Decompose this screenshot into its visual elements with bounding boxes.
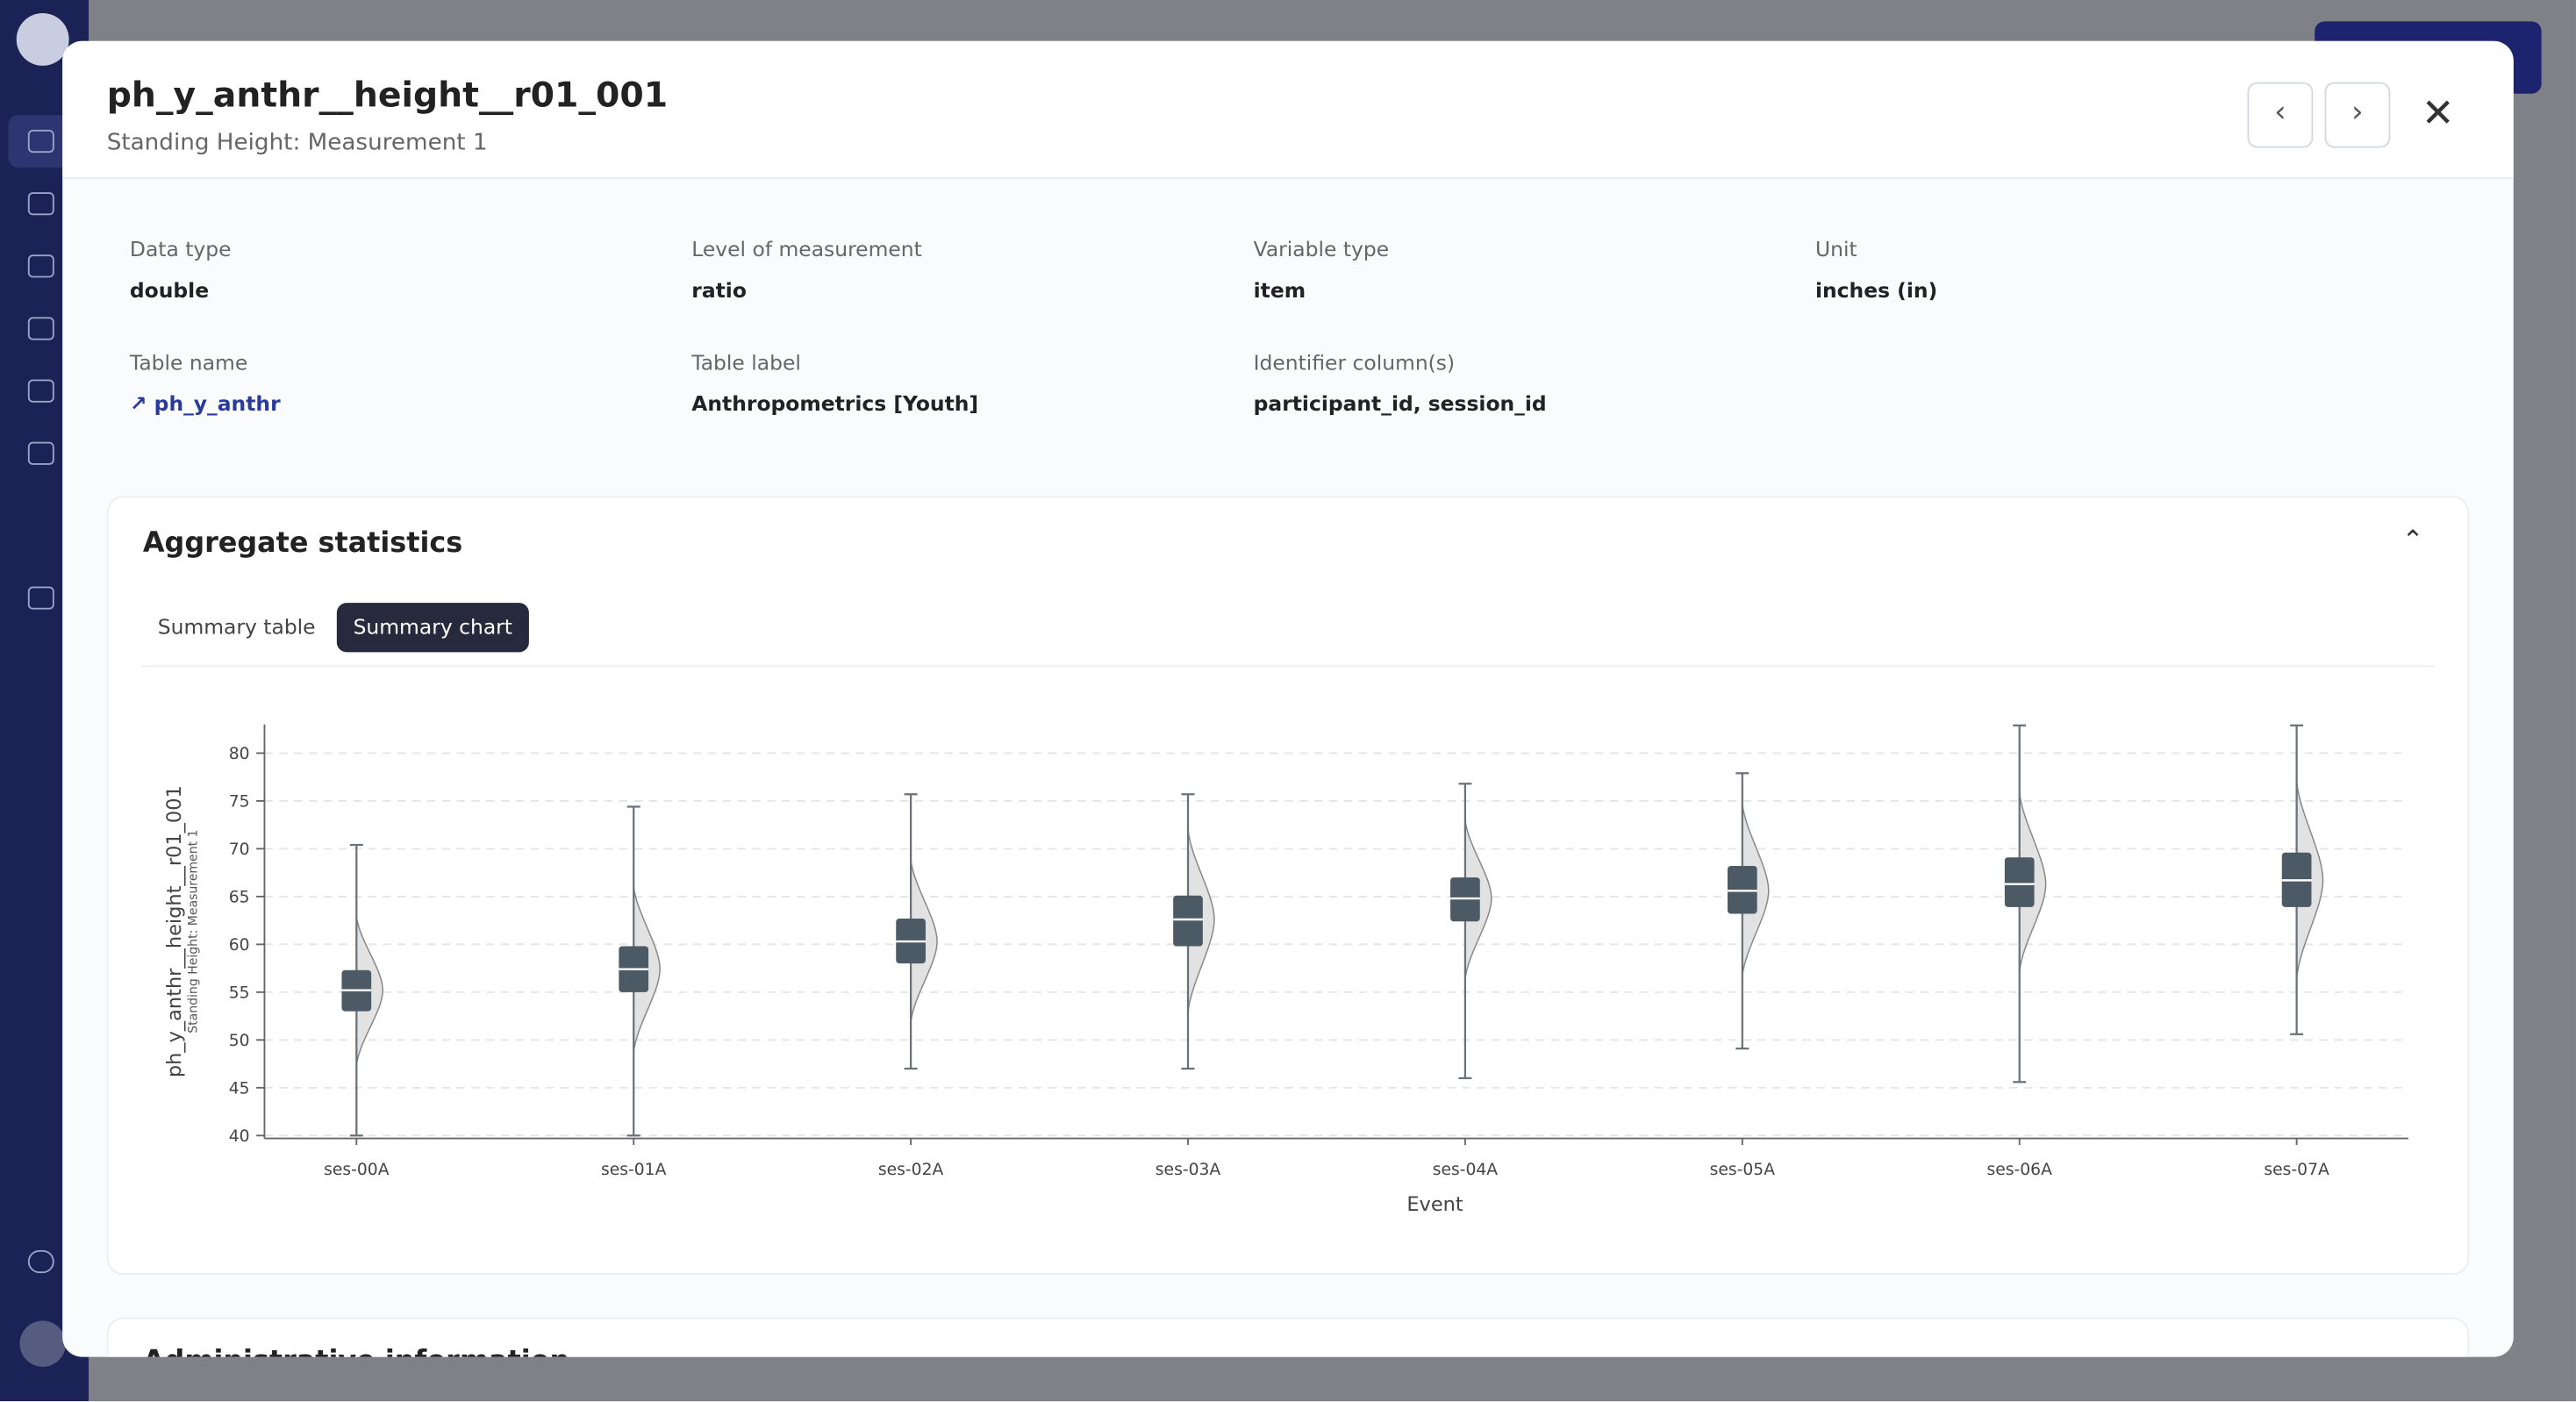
avatar[interactable] bbox=[19, 1320, 66, 1367]
field-label: Table name bbox=[129, 349, 248, 375]
nav-packages[interactable] bbox=[27, 379, 54, 403]
nav-cloud[interactable] bbox=[27, 586, 54, 610]
tab[interactable]: Summary table bbox=[157, 614, 316, 640]
y-tick-label: 45 bbox=[229, 1079, 250, 1098]
tab[interactable]: Summary chart bbox=[336, 603, 529, 653]
x-tick-label: ses-04A bbox=[1433, 1161, 1499, 1179]
y-tick-label: 75 bbox=[229, 792, 250, 811]
next-button[interactable]: › bbox=[2324, 82, 2391, 148]
prev-button[interactable]: ‹ bbox=[2247, 82, 2314, 148]
collapse-toggle[interactable]: ⌃ bbox=[2401, 524, 2424, 555]
field: Unit inches (in) bbox=[1815, 237, 1937, 303]
field-label: Level of measurement bbox=[691, 236, 922, 261]
field: Table label Anthropometrics [Youth] bbox=[691, 350, 978, 416]
field-label: Table label bbox=[691, 349, 801, 375]
x-tick-label: ses-07A bbox=[2264, 1161, 2329, 1179]
nav-charts[interactable] bbox=[27, 254, 54, 278]
field-label: Unit bbox=[1815, 236, 1857, 261]
field-value: Anthropometrics [Youth] bbox=[691, 390, 979, 416]
nav-folders[interactable] bbox=[27, 441, 54, 465]
summary-chart: 40 45 50 55 60 65 70 75 80 Event ph_y_anthr__heigh… bbox=[163, 724, 2408, 1216]
link-icon: ↗ bbox=[129, 390, 154, 416]
field-value: inches (in) bbox=[1815, 277, 1938, 303]
nav-home[interactable] bbox=[27, 129, 54, 154]
next-section-title: Administrative information bbox=[143, 1345, 569, 1356]
field: Table name ↗ ph_y_anthr bbox=[130, 350, 281, 416]
x-tick-label: ses-02A bbox=[878, 1161, 944, 1179]
variable-modal: ph_y_anthr__height__r01_001 Standing Hei… bbox=[62, 40, 2514, 1357]
admin-card: Administrative information bbox=[106, 1317, 2470, 1357]
aggregate-card: Aggregate statistics ⌃ Summary table Summ… bbox=[106, 496, 2470, 1275]
modal-subtitle: Standing Height: Measurement 1 bbox=[106, 129, 488, 156]
y-tick-label: 60 bbox=[229, 936, 250, 955]
x-tick-label: ses-06A bbox=[1987, 1161, 2053, 1179]
field-value: participant_id, session_id bbox=[1253, 390, 1547, 416]
field-value: ratio bbox=[691, 277, 747, 303]
nav-tables[interactable] bbox=[27, 192, 54, 216]
y-tick-label: 65 bbox=[229, 888, 250, 906]
nav-info[interactable] bbox=[27, 1249, 54, 1274]
active-nav[interactable] bbox=[8, 115, 71, 168]
logo bbox=[16, 12, 69, 66]
y-tick-label: 80 bbox=[229, 745, 250, 763]
x-tick-label: ses-03A bbox=[1156, 1161, 1221, 1179]
x-tick-label: ses-01A bbox=[601, 1161, 667, 1179]
field-value[interactable]: ↗ ph_y_anthr bbox=[129, 390, 281, 416]
box bbox=[2004, 857, 2035, 907]
field-value: double bbox=[129, 277, 210, 303]
y-tick-label: 55 bbox=[229, 984, 250, 1002]
field-label: Variable type bbox=[1253, 236, 1390, 261]
modal-title: ph_y_anthr__height__r01_001 bbox=[106, 75, 669, 116]
field-label: Data type bbox=[129, 236, 232, 261]
y-axis-title: ph_y_anthr__height__r01_001 bbox=[163, 785, 186, 1077]
x-axis-title: Event bbox=[1406, 1193, 1463, 1216]
section-title: Aggregate statistics bbox=[142, 527, 463, 561]
box bbox=[1173, 895, 1203, 947]
modal-header: ph_y_anthr__height__r01_001 Standing Hei… bbox=[62, 40, 2514, 180]
nav-activity[interactable] bbox=[27, 317, 54, 340]
field: Variable type item bbox=[1254, 237, 1390, 303]
divider bbox=[141, 665, 2435, 668]
y-tick-label: 50 bbox=[229, 1032, 250, 1050]
field: Data type double bbox=[130, 237, 232, 303]
x-tick-label: ses-00A bbox=[324, 1161, 390, 1179]
y-axis-subtitle: Standing Height: Measurement 1 bbox=[187, 830, 201, 1034]
y-tick-label: 70 bbox=[229, 840, 250, 859]
x-tick-label: ses-05A bbox=[1710, 1161, 1776, 1179]
y-tick-label: 40 bbox=[229, 1127, 250, 1146]
field: Level of measurement ratio bbox=[691, 237, 922, 303]
field: Identifier column(s) participant_id, sess… bbox=[1254, 350, 1547, 416]
field-label: Identifier column(s) bbox=[1253, 349, 1456, 375]
field-value: item bbox=[1253, 277, 1306, 303]
close-button[interactable]: ✕ bbox=[2421, 89, 2455, 137]
